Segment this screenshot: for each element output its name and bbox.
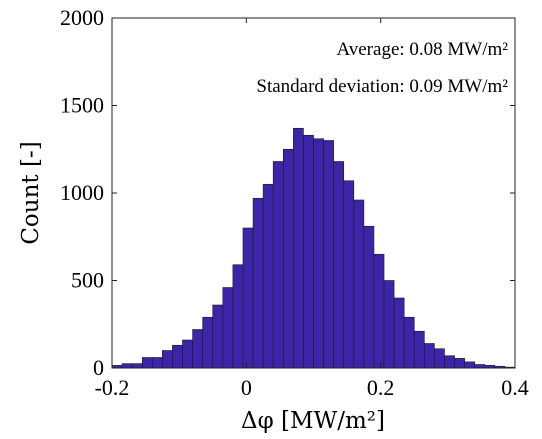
y-tick-label: 1000 bbox=[60, 180, 104, 205]
histogram-bar bbox=[383, 280, 395, 369]
annotation-average: Average: 0.08 MW/m² bbox=[336, 39, 508, 60]
histogram-bar bbox=[403, 316, 415, 369]
histogram-bar bbox=[272, 161, 284, 369]
x-tick-label: -0.2 bbox=[95, 375, 130, 400]
histogram-bar bbox=[192, 329, 203, 369]
x-tick-label: 0.4 bbox=[501, 375, 529, 400]
histogram-bar bbox=[313, 138, 324, 369]
histogram-bar bbox=[242, 227, 254, 369]
histogram-bar bbox=[172, 344, 183, 369]
histogram-bar bbox=[424, 343, 435, 369]
histogram-bar bbox=[393, 297, 405, 369]
histogram-bars bbox=[111, 127, 516, 369]
histogram-bar bbox=[353, 199, 365, 369]
y-tick-label: 2000 bbox=[60, 5, 104, 30]
x-axis-title: Δφ [MW/m²] bbox=[241, 408, 385, 434]
histogram-bar bbox=[373, 253, 385, 369]
histogram-bar bbox=[152, 357, 163, 369]
y-tick-label: 1500 bbox=[60, 93, 104, 118]
histogram-bar bbox=[343, 180, 355, 369]
histogram-bar bbox=[182, 339, 193, 369]
annotation-standard-deviation: Standard deviation: 0.09 MW/m² bbox=[256, 76, 508, 97]
y-tick-label: 0 bbox=[93, 355, 104, 380]
histogram-bar bbox=[413, 330, 425, 369]
histogram-bar bbox=[434, 348, 445, 369]
histogram-bar bbox=[162, 350, 173, 369]
histogram-bar bbox=[333, 161, 345, 369]
histogram-bar bbox=[252, 197, 264, 369]
histogram-bar bbox=[131, 363, 143, 369]
y-axis-title: Count [-] bbox=[18, 141, 44, 244]
histogram-bar bbox=[293, 127, 304, 369]
histogram-bar bbox=[222, 287, 234, 369]
histogram-bar bbox=[212, 304, 224, 369]
histogram-bar bbox=[232, 264, 244, 369]
histogram-bar bbox=[303, 134, 314, 369]
histogram-bar bbox=[444, 355, 455, 369]
histogram-bar bbox=[141, 357, 153, 369]
histogram-bar bbox=[363, 225, 375, 369]
histogram-bar bbox=[323, 140, 334, 369]
y-tick-label: 500 bbox=[71, 268, 104, 293]
histogram-bar bbox=[282, 148, 294, 369]
histogram-bar bbox=[262, 183, 274, 369]
x-tick-label: 0.2 bbox=[367, 375, 395, 400]
histogram-bar bbox=[464, 361, 475, 369]
histogram-bar bbox=[202, 316, 214, 369]
histogram-bar bbox=[474, 364, 486, 369]
x-tick-label: 0 bbox=[241, 375, 252, 400]
histogram-bar bbox=[121, 363, 133, 369]
histogram-bar bbox=[454, 358, 465, 369]
